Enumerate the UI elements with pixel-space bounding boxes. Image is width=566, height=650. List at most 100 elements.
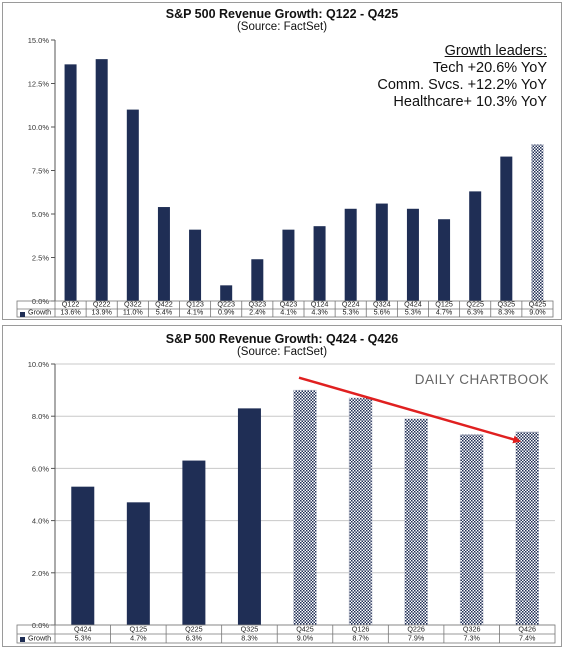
bar	[313, 226, 326, 301]
estimate-bar	[348, 397, 373, 626]
y-tick-label: 0.0%	[32, 297, 49, 306]
growth-leader-line: Healthcare+ 10.3% YoY	[393, 94, 547, 110]
chart-panel-q424-q426: S&P 500 Revenue Growth: Q424 - Q426 (Sou…	[2, 325, 562, 647]
chart-panel-q122-q425: S&P 500 Revenue Growth: Q122 - Q425 (Sou…	[2, 2, 562, 320]
data-label: 8.3%	[498, 308, 515, 317]
x-tick-label: Q223	[217, 300, 235, 309]
estimate-bar	[404, 418, 428, 626]
y-tick-label: 0.0%	[32, 621, 49, 630]
x-tick-label: Q323	[249, 300, 267, 309]
x-tick-label: Q424	[74, 625, 92, 634]
data-label: 4.7%	[436, 308, 453, 317]
bar	[157, 207, 170, 301]
bar	[406, 208, 419, 301]
estimate-bar	[531, 144, 544, 302]
data-label: 4.3%	[311, 308, 328, 317]
bar	[182, 460, 206, 625]
x-tick-label: Q123	[186, 300, 204, 309]
data-label: 5.3%	[405, 308, 422, 317]
data-label: 6.3%	[186, 634, 203, 643]
data-label: 6.3%	[467, 308, 484, 317]
x-tick-label: Q422	[155, 300, 173, 309]
y-tick-label: 7.5%	[32, 167, 49, 176]
data-label: 7.4%	[519, 634, 536, 643]
watermark-logo: DAILY CHARTBOOK	[414, 372, 549, 387]
data-label: 13.6%	[60, 308, 81, 317]
legend-label: Growth	[28, 308, 51, 317]
chart-title: S&P 500 Revenue Growth: Q424 - Q426	[165, 332, 399, 346]
y-tick-label: 2.0%	[32, 569, 49, 578]
data-label: 0.9%	[218, 308, 235, 317]
data-label: 11.0%	[123, 308, 143, 317]
y-tick-label: 4.0%	[32, 517, 49, 526]
x-tick-label: Q122	[62, 300, 80, 309]
data-label: 5.3%	[342, 308, 359, 317]
y-tick-label: 10.0%	[28, 360, 50, 369]
bar	[344, 208, 357, 301]
legend-swatch	[20, 637, 25, 642]
y-tick-label: 8.0%	[32, 412, 49, 421]
x-tick-label: Q124	[311, 300, 329, 309]
x-tick-label: Q222	[93, 300, 111, 309]
chart-subtitle: (Source: FactSet)	[236, 21, 328, 33]
bar	[95, 59, 108, 301]
trend-arrow	[298, 376, 522, 444]
data-label: 13.9%	[91, 308, 112, 317]
data-label: 4.1%	[187, 308, 204, 317]
estimate-bar	[293, 389, 317, 626]
bar	[375, 203, 388, 301]
data-label: 5.6%	[374, 308, 391, 317]
bar	[126, 109, 139, 301]
x-tick-label: Q225	[466, 300, 484, 309]
bar	[220, 285, 233, 301]
x-tick-label: Q322	[124, 300, 142, 309]
y-tick-label: 12.5%	[28, 80, 50, 89]
x-tick-label: Q324	[373, 300, 391, 309]
chart-plot: 0.0% 2.5% 5.0% 7.5% 10.0% 12.5% 15.0% Q12213.6%…	[16, 36, 554, 318]
data-label: 7.9%	[408, 634, 425, 643]
data-label: 9.0%	[529, 308, 546, 317]
estimate-bar	[515, 431, 539, 626]
x-tick-label: Q425	[529, 300, 547, 309]
estimate-bar	[459, 434, 484, 626]
data-label: 2.4%	[249, 308, 266, 317]
legend-label: Growth	[28, 634, 51, 643]
growth-leaders-annotation: Growth leaders: Tech +20.6% YoY Comm. Sv…	[377, 43, 547, 111]
y-tick-label: 6.0%	[32, 464, 49, 473]
x-tick-label: Q325	[498, 300, 516, 309]
legend-swatch	[20, 312, 25, 317]
data-label: 4.7%	[130, 634, 147, 643]
x-tick-label: Q224	[342, 300, 360, 309]
x-tick-label: Q424	[404, 300, 422, 309]
x-tick-label: Q426	[518, 625, 536, 634]
data-label: 5.4%	[156, 308, 173, 317]
bar	[126, 502, 150, 625]
bar	[282, 229, 295, 301]
data-label: 7.3%	[463, 634, 480, 643]
chart-subtitle: (Source: FactSet)	[236, 346, 328, 358]
x-tick-label: Q125	[130, 625, 148, 634]
data-label: 5.3%	[75, 634, 92, 643]
y-tick-label: 5.0%	[32, 210, 49, 219]
growth-leaders-heading: Growth leaders:	[444, 43, 547, 59]
bar	[189, 229, 202, 301]
data-label: 8.7%	[352, 634, 369, 643]
bar	[438, 219, 451, 301]
growth-leader-line: Tech +20.6% YoY	[432, 60, 547, 76]
x-tick-label: Q226	[407, 625, 425, 634]
y-tick-label: 2.5%	[32, 254, 49, 263]
x-tick-label: Q325	[241, 625, 259, 634]
bar	[251, 259, 264, 301]
bar	[64, 64, 77, 301]
bar	[469, 191, 482, 301]
chart-title: S&P 500 Revenue Growth: Q122 - Q425	[165, 7, 399, 21]
x-tick-label: Q425	[296, 625, 314, 634]
y-tick-label: 10.0%	[28, 123, 50, 132]
growth-leader-line: Comm. Svcs. +12.2% YoY	[377, 77, 547, 93]
data-label: 8.3%	[241, 634, 258, 643]
x-tick-label: Q326	[463, 625, 481, 634]
y-tick-label: 15.0%	[28, 36, 50, 45]
bar	[237, 408, 261, 625]
x-tick-label: Q225	[185, 625, 203, 634]
